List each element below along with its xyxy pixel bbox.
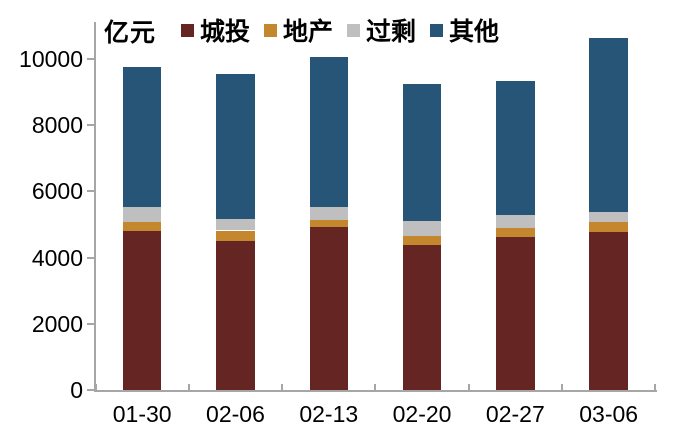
x-tick-mark (94, 384, 97, 390)
bar-segment-qita (402, 83, 442, 222)
x-tick-mark (467, 384, 470, 390)
bar-segment-dichan (122, 222, 162, 232)
bar-segment-dichan (216, 230, 255, 241)
x-tick-label: 02-06 (206, 401, 265, 427)
x-tick-mark (374, 384, 377, 390)
bar-segment-chengtou (589, 232, 628, 390)
legend-item-label: 地产 (283, 18, 334, 46)
y-tick-mark (87, 190, 94, 193)
x-tick-mark (187, 384, 190, 390)
bar-segment-guosheng (589, 212, 628, 223)
bar-segment-chengtou (122, 231, 162, 390)
x-tick-mark (654, 384, 657, 390)
y-tick-mark (87, 124, 94, 127)
y-tick-label: 4000 (31, 244, 83, 271)
legend-item-chengtou: 城投 (181, 12, 250, 48)
y-axis-line (94, 22, 96, 391)
legend: 城投 地产 过剩 其他 (181, 12, 499, 48)
x-tick-label: 02-13 (299, 401, 359, 427)
legend-swatch-guosheng (347, 23, 361, 37)
x-tick-label: 02-27 (485, 401, 545, 427)
bar-segment-dichan (309, 219, 348, 228)
y-tick-label: 10000 (19, 46, 83, 72)
y-tick-label: 8000 (31, 112, 83, 139)
bar-segment-guosheng (122, 206, 162, 223)
bar-segment-guosheng (216, 218, 255, 231)
y-tick-mark (87, 322, 94, 325)
bar-segment-qita (309, 57, 348, 207)
x-tick-label: 02-20 (392, 401, 452, 427)
legend-swatch-qita (430, 23, 444, 37)
bar-segment-guosheng (496, 214, 535, 229)
legend-item-label: 其他 (449, 18, 500, 46)
bar-segment-chengtou (216, 240, 255, 390)
bar-segment-chengtou (402, 245, 442, 390)
x-axis-line (94, 390, 657, 392)
x-tick-mark (281, 384, 284, 390)
bar-segment-qita (589, 37, 628, 213)
bar-segment-guosheng (309, 206, 348, 220)
bar-segment-dichan (402, 235, 442, 246)
y-tick-mark (87, 389, 94, 391)
bar-segment-chengtou (496, 237, 535, 390)
x-tick-label: 03-06 (579, 401, 639, 427)
x-tick-label: 01-30 (112, 401, 172, 427)
bar-segment-guosheng (402, 221, 442, 236)
y-tick-label: 2000 (31, 310, 83, 337)
bar-segment-qita (216, 73, 255, 219)
legend-item-label: 过剩 (366, 18, 417, 46)
y-tick-label: 0 (70, 377, 83, 403)
bar-segment-chengtou (309, 227, 348, 390)
bar-segment-dichan (496, 228, 535, 238)
legend-item-dichan: 地产 (264, 12, 333, 48)
bar-segment-qita (122, 67, 162, 207)
legend-item-qita: 其他 (430, 12, 499, 48)
x-tick-mark (561, 384, 563, 390)
legend-swatch-dichan (264, 23, 278, 37)
legend-swatch-chengtou (181, 23, 194, 37)
y-tick-label: 6000 (31, 178, 83, 205)
bar-segment-qita (496, 80, 535, 215)
bar-segment-dichan (589, 222, 628, 233)
y-tick-mark (87, 58, 94, 60)
legend-item-guosheng: 过剩 (347, 12, 416, 48)
y-tick-mark (87, 256, 94, 259)
legend-item-label: 城投 (200, 18, 251, 46)
y-axis-unit-label: 亿元 (104, 19, 157, 47)
